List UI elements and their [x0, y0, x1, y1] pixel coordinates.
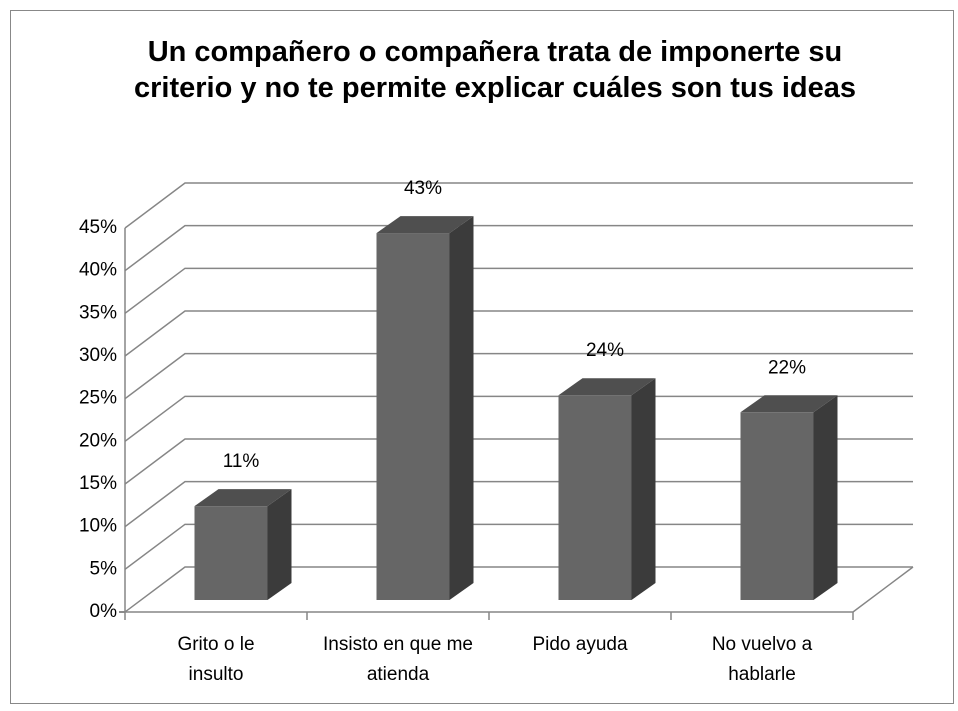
- y-tick-label: 5%: [90, 558, 118, 579]
- bar: [194, 506, 268, 600]
- x-tick-label: Insisto en que me atienda: [323, 634, 473, 685]
- grid-line: [124, 566, 913, 613]
- grid-line: [124, 480, 913, 528]
- y-tick-label: 25%: [79, 388, 117, 409]
- y-tick-label: 10%: [79, 516, 117, 537]
- grid-line: [124, 182, 913, 229]
- y-tick-label: 45%: [79, 217, 117, 238]
- grid-line: [124, 352, 913, 400]
- grid-line: [124, 395, 913, 442]
- bar: [558, 395, 632, 600]
- bar-side: [449, 216, 474, 601]
- data-label: 22%: [768, 357, 806, 378]
- bar-side: [631, 378, 656, 600]
- bar: [740, 412, 814, 600]
- chart-title: Un compañero o compañera trata de impone…: [133, 36, 857, 104]
- x-tick-label: Grito o le insulto: [177, 634, 255, 685]
- bar-top: [740, 395, 838, 413]
- y-tick-label: 40%: [79, 260, 117, 281]
- grid-line: [124, 267, 913, 314]
- bar-side: [267, 489, 292, 600]
- bar-top: [558, 378, 656, 396]
- data-label: 24%: [586, 340, 624, 361]
- data-label: 43%: [404, 178, 442, 199]
- bar-side: [813, 395, 838, 600]
- grid-line: [124, 310, 913, 357]
- data-label: 11%: [223, 451, 260, 472]
- chart-frame: [10, 10, 954, 704]
- y-tick-label: 15%: [79, 473, 117, 494]
- x-tick-label: Pido ayuda: [532, 634, 628, 655]
- y-tick-label: 30%: [79, 345, 117, 366]
- y-tick-label: 20%: [79, 430, 117, 451]
- grid-line: [124, 438, 913, 485]
- grid-line: [124, 224, 913, 272]
- bar-top: [194, 489, 292, 507]
- grid-line: [124, 523, 913, 570]
- bar: [376, 233, 450, 601]
- x-tick-label: No vuelvo a hablarle: [711, 634, 813, 685]
- y-tick-label: 35%: [79, 302, 117, 323]
- bar-top: [376, 216, 474, 234]
- y-tick-label: 0%: [90, 601, 118, 622]
